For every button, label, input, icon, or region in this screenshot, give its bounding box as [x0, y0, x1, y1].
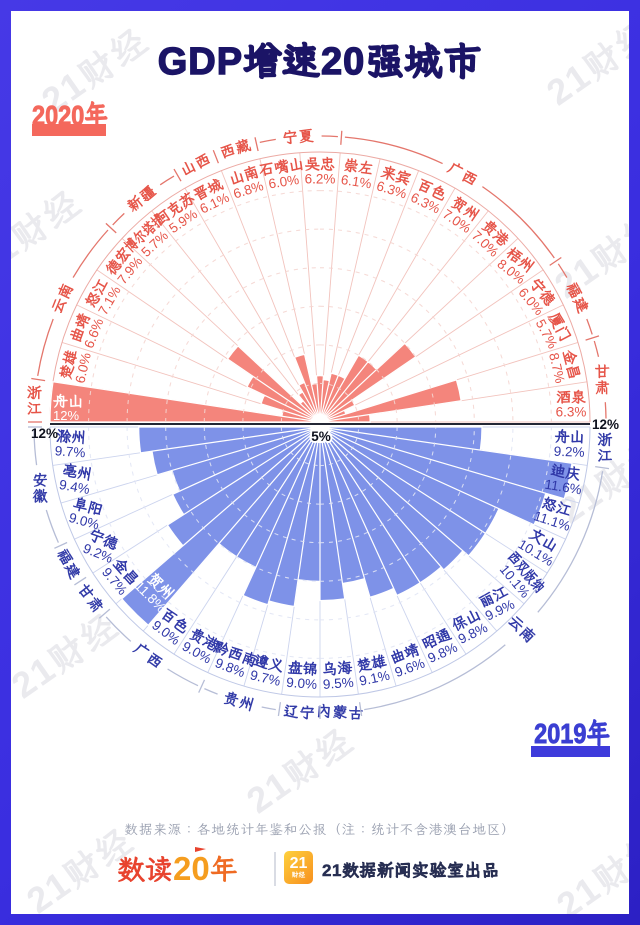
svg-text:宁夏: 宁夏: [282, 128, 315, 147]
svg-text:石嘴山6.0%: 石嘴山6.0%: [258, 156, 307, 193]
svg-text:福建: 福建: [53, 546, 83, 582]
svg-text:浙江: 浙江: [597, 431, 613, 464]
svg-text:浙江: 浙江: [27, 385, 43, 418]
svg-text:西藏: 西藏: [218, 136, 254, 162]
svg-text:福建: 福建: [563, 280, 592, 316]
svg-text:贵州: 贵州: [222, 689, 258, 714]
svg-text:怒江7.1%: 怒江7.1%: [82, 276, 124, 318]
svg-text:梧州8.0%: 梧州8.0%: [494, 244, 537, 287]
svg-text:楚雄6.0%: 楚雄6.0%: [57, 348, 94, 385]
svg-text:昭通9.8%: 昭通9.8%: [419, 626, 460, 666]
svg-text:崇左6.1%: 崇左6.1%: [340, 157, 375, 192]
svg-text:安徽: 安徽: [31, 472, 48, 505]
svg-text:5%: 5%: [311, 429, 331, 444]
svg-text:金昌8.7%: 金昌8.7%: [546, 348, 583, 385]
svg-text:酒泉6.3%: 酒泉 6.3%: [556, 389, 587, 420]
svg-text:迪庆11.6%: 迪庆11.6%: [544, 461, 586, 497]
svg-text:云南: 云南: [48, 280, 77, 316]
svg-text:甘肃: 甘肃: [595, 363, 611, 396]
svg-text:内蒙古: 内蒙古: [316, 703, 365, 723]
svg-text:舟山9.2%: 舟山9.2%: [554, 428, 586, 460]
svg-text:来宾6.3%: 来宾6.3%: [375, 163, 413, 201]
svg-text:山西: 山西: [178, 150, 214, 179]
svg-text:盘锦9.0%: 盘锦9.0%: [286, 659, 319, 692]
svg-text:贵港7.0%: 贵港7.0%: [469, 217, 513, 261]
svg-text:亳州9.4%: 亳州9.4%: [58, 462, 94, 497]
svg-text:乌海9.5%: 乌海9.5%: [321, 659, 354, 692]
svg-text:丽江9.9%: 丽江9.9%: [476, 583, 517, 624]
svg-text:12%: 12%: [592, 417, 619, 432]
svg-text:滁州9.7%: 滁州9.7%: [54, 428, 87, 461]
svg-text:吴忠6.2%: 吴忠 6.2%: [305, 156, 336, 187]
svg-text:12%: 12%: [31, 426, 58, 441]
svg-text:楚雄9.1%: 楚雄9.1%: [355, 652, 391, 688]
svg-text:辽宁: 辽宁: [283, 703, 316, 722]
svg-text:阜阳9.0%: 阜阳9.0%: [67, 495, 105, 532]
svg-text:云南: 云南: [505, 612, 540, 647]
svg-text:新疆: 新疆: [124, 182, 160, 215]
svg-text:遵义9.7%: 遵义9.7%: [248, 652, 285, 689]
svg-text:宁德9.2%: 宁德9.2%: [81, 526, 121, 566]
